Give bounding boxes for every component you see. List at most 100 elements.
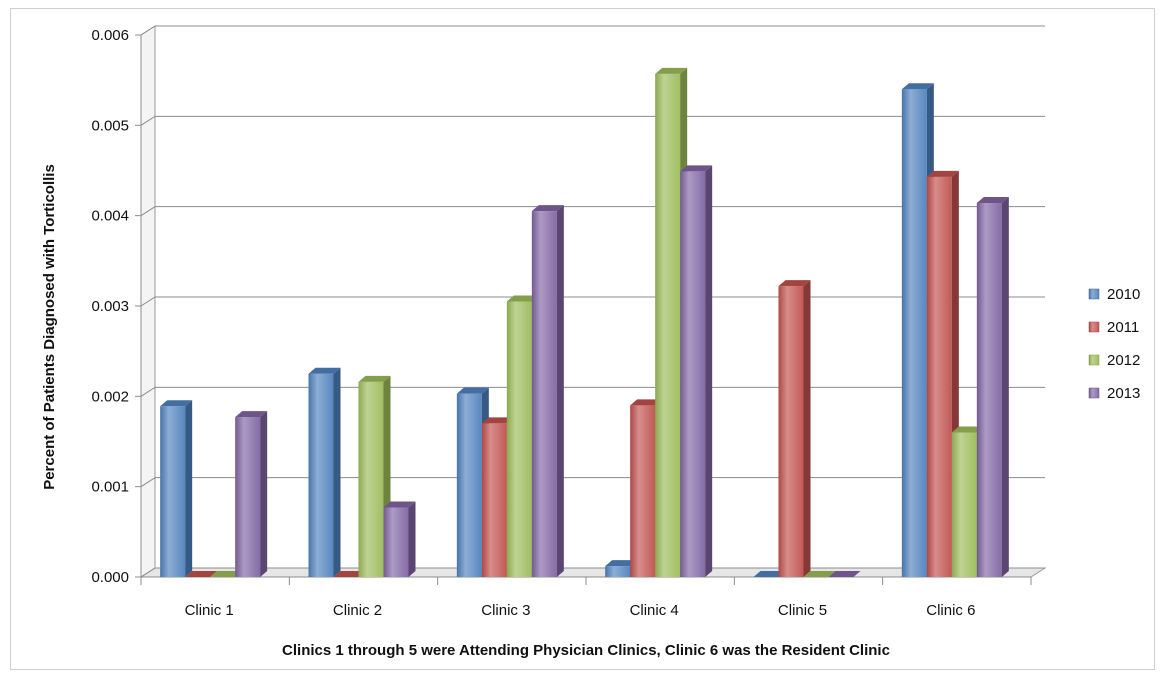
legend-label: 2013 bbox=[1107, 385, 1140, 402]
bar-front bbox=[680, 171, 706, 578]
bar-front bbox=[235, 417, 261, 577]
bar-side bbox=[408, 501, 416, 577]
legend-label: 2012 bbox=[1107, 352, 1140, 369]
bar-top bbox=[160, 400, 193, 407]
chart-frame: 0.000 0.001 0.002 0.003 0.004 0.005 0.006 Clin… bbox=[10, 8, 1155, 670]
bar-top bbox=[926, 170, 959, 177]
bar-top bbox=[506, 295, 539, 302]
bar-top bbox=[655, 67, 688, 74]
gridline bbox=[140, 206, 1045, 217]
bar-clinic-1-2011 bbox=[185, 571, 218, 578]
bar-clinic-2-2010 bbox=[308, 367, 341, 577]
x-category-label: Clinic 1 bbox=[185, 602, 234, 619]
x-category-label: Clinic 5 bbox=[778, 602, 827, 619]
bar-top bbox=[210, 571, 243, 577]
bar-front bbox=[926, 176, 952, 577]
x-category-label: Clinic 4 bbox=[630, 602, 679, 619]
bar-side bbox=[803, 280, 811, 577]
bar-front bbox=[655, 73, 681, 578]
bar-front bbox=[605, 566, 631, 577]
bar-front bbox=[976, 203, 1002, 577]
y-tick-label: 0.006 bbox=[91, 27, 129, 44]
y-axis-title: Percent of Patients Diagnosed with Torti… bbox=[41, 164, 58, 490]
x-category-label: Clinic 6 bbox=[926, 602, 975, 619]
bar-clinic-1-2013 bbox=[235, 411, 268, 577]
bar-top bbox=[976, 197, 1009, 204]
legend-item-2010: 2010 bbox=[1088, 286, 1140, 303]
y-tick-label: 0.003 bbox=[91, 298, 129, 315]
bar-front bbox=[456, 393, 482, 577]
bar-clinic-1-2010 bbox=[160, 400, 193, 577]
bar-side bbox=[185, 400, 193, 577]
gridline bbox=[140, 386, 1045, 397]
bar-side bbox=[705, 165, 713, 578]
bar-top bbox=[481, 417, 514, 424]
bar-top bbox=[605, 560, 638, 567]
y-tick-label: 0.001 bbox=[91, 479, 129, 496]
legend-item-2012: 2012 bbox=[1088, 352, 1140, 369]
x-axis-title: Clinics 1 through 5 were Attending Physi… bbox=[282, 642, 890, 659]
bar-front bbox=[358, 381, 384, 577]
bar-side bbox=[333, 367, 341, 577]
bar-front bbox=[481, 423, 507, 577]
bar-front bbox=[901, 89, 927, 577]
legend-item-2011: 2011 bbox=[1088, 319, 1139, 336]
bar-front bbox=[383, 507, 409, 577]
bar-clinic-4-2013 bbox=[680, 165, 713, 578]
bar-top bbox=[803, 571, 836, 577]
bar-clinic-5-2011 bbox=[778, 280, 811, 577]
gridline bbox=[140, 477, 1045, 488]
bar-clinic-5-2013 bbox=[828, 571, 861, 578]
bar-clinic-1-2012 bbox=[210, 571, 243, 578]
bar-front bbox=[951, 432, 977, 577]
bar-front bbox=[630, 405, 656, 577]
y-tick-label: 0.000 bbox=[91, 569, 129, 586]
gridline bbox=[140, 567, 1045, 578]
bar-clinic-2-2012 bbox=[358, 375, 391, 577]
bar-top bbox=[235, 411, 268, 418]
bars bbox=[160, 67, 1009, 578]
bar-clinic-3-2013 bbox=[531, 205, 564, 577]
gridline bbox=[140, 115, 1045, 126]
bar-top bbox=[333, 571, 366, 577]
legend-swatch bbox=[1088, 288, 1100, 300]
bar-top bbox=[680, 165, 713, 172]
x-axis-categories: Clinic 1 Clinic 2 Clinic 3 Clinic 4 Clinic 5… bbox=[140, 577, 1032, 619]
bar-top bbox=[753, 571, 786, 577]
x-category-label: Clinic 3 bbox=[481, 602, 530, 619]
bar-top bbox=[901, 83, 934, 90]
bar-front bbox=[308, 373, 334, 577]
x-category-label: Clinic 2 bbox=[333, 602, 382, 619]
legend-item-2013: 2013 bbox=[1088, 385, 1140, 402]
bar-front bbox=[531, 211, 557, 577]
legend-swatch bbox=[1088, 321, 1100, 333]
bar-side bbox=[556, 205, 564, 577]
bar-front bbox=[506, 301, 532, 577]
bar-top bbox=[308, 367, 341, 374]
bar-side bbox=[1001, 197, 1009, 577]
bar-top bbox=[531, 205, 564, 212]
bar-clinic-2-2011 bbox=[333, 571, 366, 578]
bar-top bbox=[828, 571, 861, 577]
y-tick-label: 0.004 bbox=[91, 208, 129, 225]
bar-front bbox=[778, 286, 804, 577]
bar-clinic-6-2013 bbox=[976, 197, 1009, 577]
bar-side bbox=[260, 411, 268, 577]
gridline bbox=[140, 296, 1045, 307]
bar-top bbox=[383, 501, 416, 508]
legend-label: 2010 bbox=[1107, 286, 1140, 303]
y-tick-label: 0.002 bbox=[91, 388, 129, 405]
bar-top bbox=[778, 280, 811, 287]
gridline bbox=[140, 25, 1045, 36]
legend-swatch bbox=[1088, 387, 1100, 399]
bar-clinic-5-2012 bbox=[803, 571, 836, 578]
bar-top bbox=[358, 375, 391, 382]
bar-clinic-5-2010 bbox=[753, 571, 786, 578]
bar-clinic-2-2013 bbox=[383, 501, 416, 577]
y-tick-label: 0.005 bbox=[91, 117, 129, 134]
bar-top bbox=[630, 399, 663, 406]
bar-top bbox=[185, 571, 218, 577]
bar-chart: 0.000 0.001 0.002 0.003 0.004 0.005 0.006 Clin… bbox=[41, 25, 1140, 659]
bar-front bbox=[160, 406, 186, 577]
bar-top bbox=[456, 387, 489, 394]
